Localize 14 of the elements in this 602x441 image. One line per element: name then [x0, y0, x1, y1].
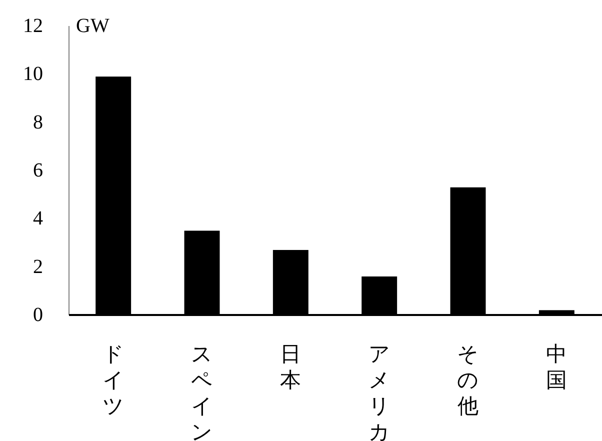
- y-tick-label: 0: [33, 304, 43, 326]
- y-tick-label: 4: [33, 208, 43, 230]
- x-tick-label: 日本: [280, 342, 302, 392]
- x-tick-label: ドイツ: [102, 342, 124, 418]
- y-tick-label: 10: [23, 63, 43, 86]
- x-tick-label: アメリカ: [368, 342, 390, 441]
- y-tick-label: 12: [23, 15, 43, 37]
- y-tick-label: 2: [33, 256, 43, 278]
- y-tick-label: 6: [33, 160, 43, 182]
- y-tick-label: 8: [33, 111, 43, 134]
- x-tick-label: その他: [457, 342, 479, 418]
- x-tick-label: スペイン: [191, 342, 213, 441]
- y-axis-title: GW: [76, 15, 110, 37]
- x-tick-label: 中国: [546, 342, 568, 392]
